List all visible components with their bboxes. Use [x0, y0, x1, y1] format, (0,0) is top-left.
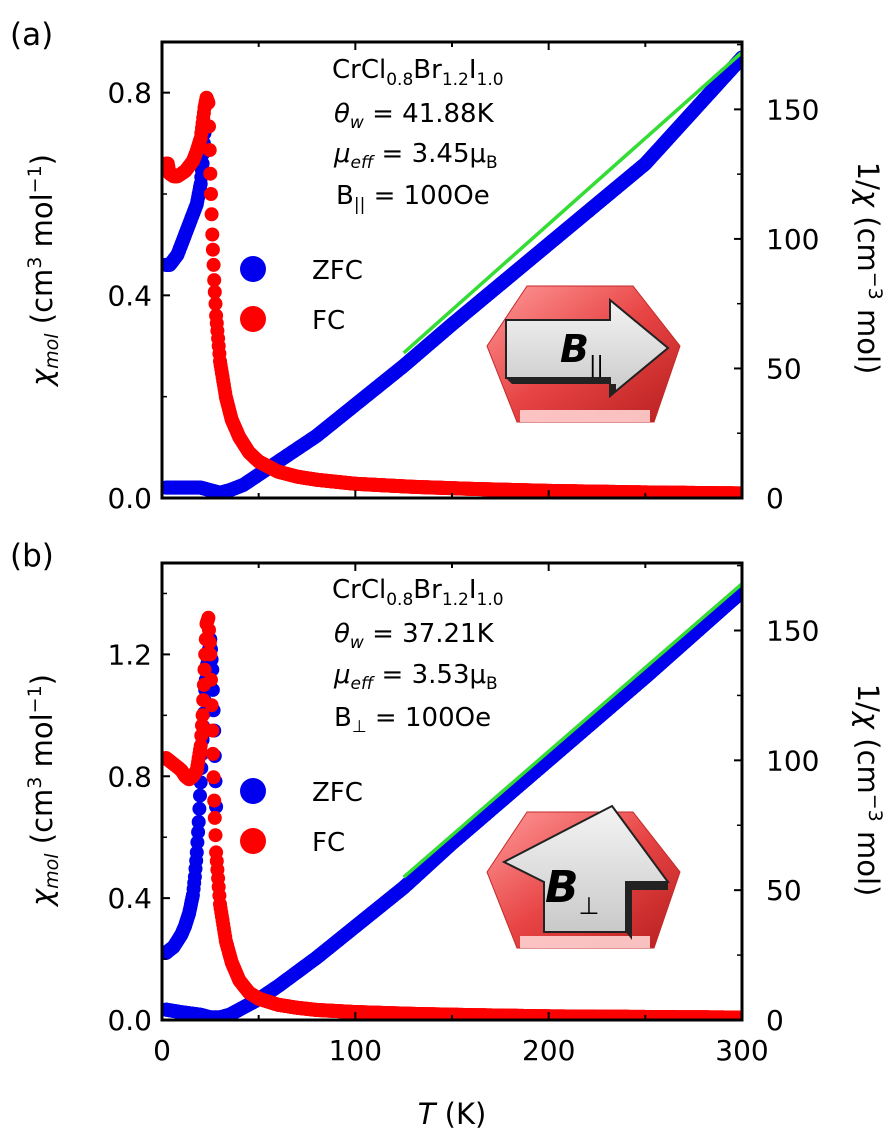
legend-zfc-marker: [240, 778, 266, 804]
panel-b-theta: θw = 37.21K: [334, 619, 495, 653]
data-point: [207, 273, 222, 288]
data-point: [193, 738, 208, 753]
data-point: [201, 95, 216, 110]
y-right-tick-label: 50: [766, 352, 802, 385]
data-point: [204, 672, 218, 687]
panel-b-compound: CrCl0.8Br1.2I1.0: [332, 575, 504, 610]
data-point: [190, 835, 205, 850]
data-point: [205, 242, 220, 257]
y-right-tick-label: 100: [766, 744, 819, 777]
y-right-tick-label: 50: [766, 874, 802, 907]
y-right-tick-label: 150: [766, 93, 819, 126]
data-point: [194, 728, 209, 743]
panel-a-theta: θw = 41.88K: [334, 99, 495, 133]
data-point: [205, 746, 220, 761]
panel-a-legend: ZFC FC: [240, 256, 363, 336]
x-tick-label: 300: [715, 1034, 768, 1067]
panel-a-ylabel-left: χmol (cm3 mol−1): [24, 154, 63, 388]
data-point: [191, 825, 206, 840]
y-left-tick-label: 0.8: [107, 77, 152, 110]
data-point: [204, 187, 218, 201]
data-point: [735, 486, 742, 498]
series-fc: [162, 610, 742, 1020]
data-point: [207, 810, 222, 825]
panel-a-inset-field-icon: B||: [486, 285, 681, 423]
legend-zfc-marker: [240, 256, 266, 282]
data-point: [208, 828, 223, 843]
data-point: [206, 257, 221, 272]
y-right-tick-label: 0: [766, 1004, 784, 1037]
y-left-tick-label: 0.8: [107, 760, 152, 793]
panel-a-inset-label: B||: [560, 327, 604, 378]
y-left-tick-label: 1.2: [107, 638, 152, 671]
y-left-tick-label: 0.0: [107, 1004, 152, 1037]
data-point: [202, 635, 217, 650]
data-point: [202, 623, 216, 637]
data-point: [195, 708, 210, 723]
panel-a-mu: μeff = 3.45μB: [333, 139, 498, 173]
panel-b-ylabel-right: 1/χ (cm−3 mol): [851, 684, 886, 897]
data-point: [197, 662, 212, 677]
legend-fc-marker: [240, 306, 266, 332]
panel-b-ylabel-left: χmol (cm3 mol−1): [24, 674, 63, 908]
y-right-tick-label: 0: [766, 482, 784, 515]
data-point: [204, 698, 219, 713]
panel-b-label: (b): [10, 538, 54, 574]
legend-zfc-label: ZFC: [312, 778, 363, 808]
panel-a-data-marks: [162, 50, 742, 498]
panel-b-ticks: 0.0 0.4 0.8 1.2 0 50 100 150 0 100 200 300: [107, 563, 819, 1067]
panel-b-data-marks: [162, 582, 742, 1020]
panel-b: (b) 0.0 0.4 0.8 1.2 0 50 100 150 0 100 200 300 χmol…: [10, 538, 886, 1131]
y-left-tick-label: 0.4: [107, 279, 152, 312]
panel-b-field: B⊥ = 100Oe: [334, 703, 491, 737]
data-point: [205, 227, 220, 242]
legend-fc-label: FC: [312, 828, 345, 858]
fit-line: [402, 582, 742, 879]
data-point: [204, 207, 219, 222]
panel-a-field: B|| = 100Oe: [336, 181, 490, 215]
panel-b-inset-field-icon: B⊥: [486, 804, 681, 949]
y-left-tick-label: 0.0: [107, 482, 152, 515]
data-point: [193, 788, 207, 803]
data-point: [192, 801, 207, 816]
series-fc: [162, 90, 742, 498]
y-right-tick-label: 150: [766, 615, 819, 648]
data-point: [189, 845, 204, 860]
panel-a-label: (a): [10, 17, 53, 53]
data-point: [206, 770, 221, 785]
data-point: [207, 285, 222, 299]
data-point: [202, 119, 216, 134]
data-point: [201, 610, 216, 625]
panel-a-ylabel-right: 1/χ (cm−3 mol): [851, 162, 886, 375]
fit-line: [402, 51, 742, 355]
data-point: [203, 166, 218, 181]
panel-b-inset-label: B⊥: [545, 862, 599, 920]
y-right-tick-label: 100: [766, 223, 819, 256]
panel-a-compound: CrCl0.8Br1.2I1.0: [332, 55, 504, 90]
series-zfc: [162, 584, 742, 1020]
x-tick-label: 0: [153, 1034, 171, 1067]
x-axis-title: T (K): [418, 1097, 487, 1131]
data-point: [205, 723, 220, 738]
data-point: [207, 793, 222, 808]
data-point: [203, 647, 218, 662]
x-tick-label: 200: [522, 1034, 575, 1067]
data-point: [208, 296, 223, 311]
panel-b-legend: ZFC FC: [240, 778, 363, 858]
legend-fc-marker: [240, 828, 266, 854]
data-point: [735, 1010, 742, 1020]
legend-fc-label: FC: [312, 306, 345, 336]
y-left-tick-label: 0.4: [107, 882, 152, 915]
legend-zfc-label: ZFC: [312, 256, 363, 286]
x-tick-label: 100: [329, 1034, 382, 1067]
data-point: [202, 143, 217, 158]
panel-a-ticks: 0.0 0.4 0.8 0 50 100 150: [107, 42, 819, 515]
panel-b-mu: μeff = 3.53μB: [333, 660, 498, 694]
data-point: [191, 815, 206, 829]
